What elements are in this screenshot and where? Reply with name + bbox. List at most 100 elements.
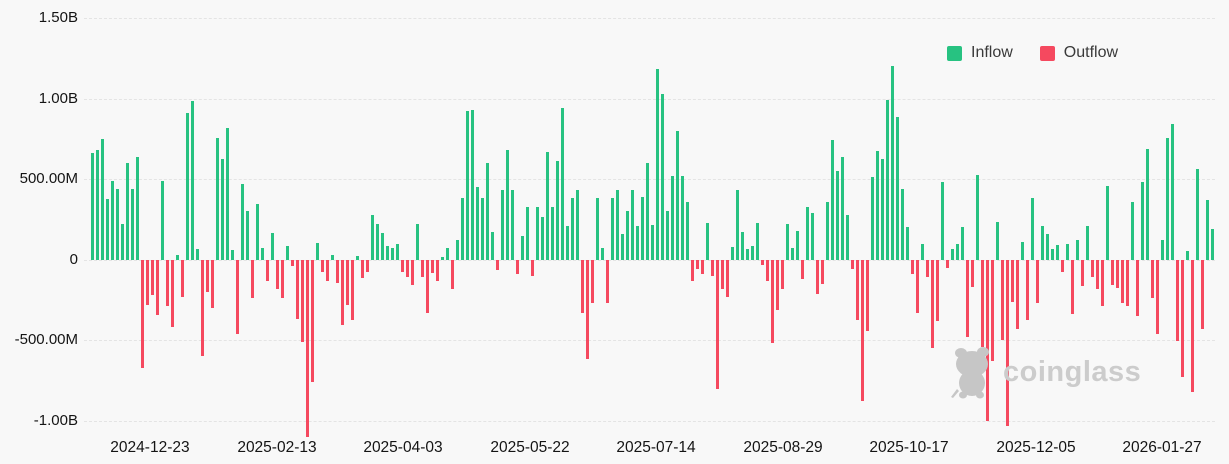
outflow-bar[interactable] bbox=[711, 259, 714, 276]
outflow-bar[interactable] bbox=[146, 259, 149, 305]
inflow-bar[interactable] bbox=[476, 187, 479, 260]
inflow-bar[interactable] bbox=[1076, 239, 1079, 260]
inflow-bar[interactable] bbox=[546, 151, 549, 260]
outflow-bar[interactable] bbox=[516, 259, 519, 275]
inflow-bar[interactable] bbox=[446, 247, 449, 260]
inflow-bar[interactable] bbox=[116, 189, 119, 260]
inflow-bar[interactable] bbox=[1206, 200, 1209, 260]
outflow-bar[interactable] bbox=[1001, 259, 1004, 341]
outflow-bar[interactable] bbox=[931, 259, 934, 349]
inflow-bar[interactable] bbox=[91, 153, 94, 260]
outflow-bar[interactable] bbox=[1036, 259, 1039, 304]
outflow-bar[interactable] bbox=[986, 259, 989, 421]
outflow-bar[interactable] bbox=[341, 259, 344, 325]
inflow-bar[interactable] bbox=[671, 175, 674, 260]
inflow-bar[interactable] bbox=[246, 211, 249, 260]
inflow-bar[interactable] bbox=[901, 189, 904, 260]
inflow-bar[interactable] bbox=[391, 247, 394, 260]
outflow-bar[interactable] bbox=[771, 259, 774, 344]
outflow-bar[interactable] bbox=[1126, 259, 1129, 307]
outflow-bar[interactable] bbox=[856, 259, 859, 321]
outflow-bar[interactable] bbox=[1116, 259, 1119, 288]
inflow-bar[interactable] bbox=[161, 180, 164, 260]
inflow-bar[interactable] bbox=[191, 100, 194, 260]
inflow-bar[interactable] bbox=[786, 224, 789, 260]
inflow-bar[interactable] bbox=[1046, 233, 1049, 260]
inflow-bar[interactable] bbox=[136, 156, 139, 260]
inflow-bar[interactable] bbox=[746, 249, 749, 260]
inflow-bar[interactable] bbox=[951, 249, 954, 260]
outflow-bar[interactable] bbox=[1096, 259, 1099, 289]
inflow-bar[interactable] bbox=[261, 247, 264, 260]
inflow-bar[interactable] bbox=[416, 224, 419, 260]
inflow-bar[interactable] bbox=[1031, 197, 1034, 260]
outflow-bar[interactable] bbox=[1181, 259, 1184, 378]
outflow-bar[interactable] bbox=[721, 259, 724, 289]
inflow-bar[interactable] bbox=[886, 100, 889, 260]
outflow-bar[interactable] bbox=[351, 259, 354, 321]
inflow-bar[interactable] bbox=[126, 163, 129, 260]
inflow-bar[interactable] bbox=[556, 161, 559, 260]
outflow-bar[interactable] bbox=[1081, 259, 1084, 287]
inflow-bar[interactable] bbox=[511, 190, 514, 260]
inflow-bar[interactable] bbox=[536, 206, 539, 260]
inflow-bar[interactable] bbox=[196, 249, 199, 260]
outflow-bar[interactable] bbox=[236, 259, 239, 334]
outflow-bar[interactable] bbox=[866, 259, 869, 331]
inflow-bar[interactable] bbox=[221, 158, 224, 260]
outflow-bar[interactable] bbox=[301, 259, 304, 342]
inflow-bar[interactable] bbox=[646, 163, 649, 260]
outflow-bar[interactable] bbox=[211, 259, 214, 309]
inflow-bar[interactable] bbox=[811, 212, 814, 260]
outflow-bar[interactable] bbox=[1111, 259, 1114, 286]
inflow-bar[interactable] bbox=[371, 214, 374, 260]
outflow-bar[interactable] bbox=[276, 259, 279, 289]
inflow-bar[interactable] bbox=[456, 240, 459, 260]
inflow-bar[interactable] bbox=[871, 176, 874, 260]
outflow-bar[interactable] bbox=[1011, 259, 1014, 302]
inflow-bar[interactable] bbox=[231, 250, 234, 260]
outflow-bar[interactable] bbox=[591, 259, 594, 304]
outflow-bar[interactable] bbox=[991, 259, 994, 362]
inflow-bar[interactable] bbox=[1186, 250, 1189, 260]
inflow-bar[interactable] bbox=[621, 233, 624, 260]
outflow-bar[interactable] bbox=[946, 259, 949, 268]
inflow-bar[interactable] bbox=[846, 214, 849, 260]
outflow-bar[interactable] bbox=[821, 259, 824, 284]
outflow-bar[interactable] bbox=[761, 259, 764, 265]
inflow-bar[interactable] bbox=[841, 156, 844, 260]
inflow-bar[interactable] bbox=[381, 233, 384, 260]
outflow-bar[interactable] bbox=[936, 259, 939, 321]
inflow-bar[interactable] bbox=[216, 138, 219, 260]
inflow-bar[interactable] bbox=[906, 227, 909, 260]
outflow-bar[interactable] bbox=[966, 259, 969, 338]
outflow-bar[interactable] bbox=[181, 259, 184, 297]
inflow-bar[interactable] bbox=[186, 113, 189, 260]
outflow-bar[interactable] bbox=[916, 259, 919, 313]
inflow-bar[interactable] bbox=[661, 93, 664, 260]
inflow-bar[interactable] bbox=[111, 180, 114, 260]
inflow-bar[interactable] bbox=[791, 247, 794, 260]
legend-item-inflow[interactable]: Inflow bbox=[947, 44, 1013, 62]
inflow-bar[interactable] bbox=[501, 190, 504, 260]
outflow-bar[interactable] bbox=[421, 259, 424, 278]
outflow-bar[interactable] bbox=[291, 259, 294, 267]
outflow-bar[interactable] bbox=[1026, 259, 1029, 321]
inflow-bar[interactable] bbox=[796, 230, 799, 260]
inflow-bar[interactable] bbox=[921, 244, 924, 260]
inflow-bar[interactable] bbox=[461, 198, 464, 260]
inflow-bar[interactable] bbox=[641, 196, 644, 260]
inflow-bar[interactable] bbox=[806, 206, 809, 260]
legend-item-outflow[interactable]: Outflow bbox=[1039, 44, 1118, 62]
inflow-bar[interactable] bbox=[666, 211, 669, 260]
inflow-bar[interactable] bbox=[741, 231, 744, 260]
inflow-bar[interactable] bbox=[596, 198, 599, 260]
outflow-bar[interactable] bbox=[166, 259, 169, 307]
inflow-bar[interactable] bbox=[836, 171, 839, 260]
outflow-bar[interactable] bbox=[336, 259, 339, 284]
inflow-bar[interactable] bbox=[271, 233, 274, 260]
inflow-bar[interactable] bbox=[566, 225, 569, 260]
outflow-bar[interactable] bbox=[816, 259, 819, 295]
outflow-bar[interactable] bbox=[156, 259, 159, 316]
inflow-bar[interactable] bbox=[631, 190, 634, 260]
